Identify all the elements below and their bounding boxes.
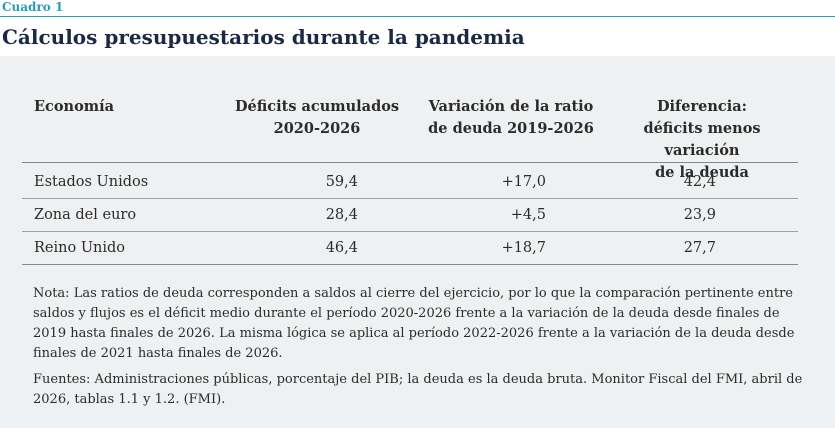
table-row: Estados Unidos 59,4 +17,0 42,4 — [22, 166, 798, 198]
cell-difference: 27,7 — [683, 240, 716, 256]
cell-deficits: 46,4 — [325, 240, 358, 256]
header-deficits-line: 2020-2026 — [273, 120, 361, 137]
cell-difference: 23,9 — [683, 207, 716, 223]
row-divider — [22, 231, 798, 232]
box-label: Cuadro 1 — [2, 0, 64, 14]
page-title: Cálculos presupuestarios durante la pand… — [2, 25, 525, 49]
row-divider — [22, 198, 798, 199]
table-sources: Fuentes: Administraciones públicas, porc… — [33, 372, 803, 407]
cell-economy: Zona del euro — [34, 207, 137, 223]
header-variation-line: Variación de la ratio — [428, 98, 594, 115]
header-variation-line: de deuda 2019-2026 — [428, 120, 594, 137]
table-row: Zona del euro 28,4 +4,5 23,9 — [22, 199, 798, 231]
header-difference: Diferencia: déficits menos variación de … — [607, 96, 797, 184]
top-divider — [0, 16, 835, 17]
cell-variation: +18,7 — [501, 240, 546, 256]
header-deficits: Déficits acumulados 2020-2026 — [232, 96, 402, 140]
cell-difference: 42,4 — [683, 174, 716, 190]
header-deficits-line: Déficits acumulados — [234, 98, 400, 115]
table-row: Reino Unido 46,4 +18,7 27,7 — [22, 232, 798, 264]
header-difference-line: déficits menos variación — [643, 120, 761, 159]
table-bottom-divider — [22, 264, 798, 265]
cell-deficits: 59,4 — [325, 174, 358, 190]
header-divider — [22, 162, 798, 163]
header-difference-line: Diferencia: — [656, 98, 748, 115]
cell-economy: Estados Unidos — [34, 174, 149, 190]
header-variation: Variación de la ratio de deuda 2019-2026 — [426, 96, 596, 140]
cell-variation: +4,5 — [510, 207, 546, 223]
cell-economy: Reino Unido — [34, 240, 126, 256]
cell-deficits: 28,4 — [325, 207, 358, 223]
table-note: Nota: Las ratios de deuda corresponden a… — [33, 286, 795, 361]
cell-variation: +17,0 — [501, 174, 546, 190]
header-difference-line: de la deuda — [655, 164, 749, 181]
header-economy: Economía — [34, 98, 115, 115]
table-panel: Economía Déficits acumulados 2020-2026 V… — [0, 56, 835, 428]
